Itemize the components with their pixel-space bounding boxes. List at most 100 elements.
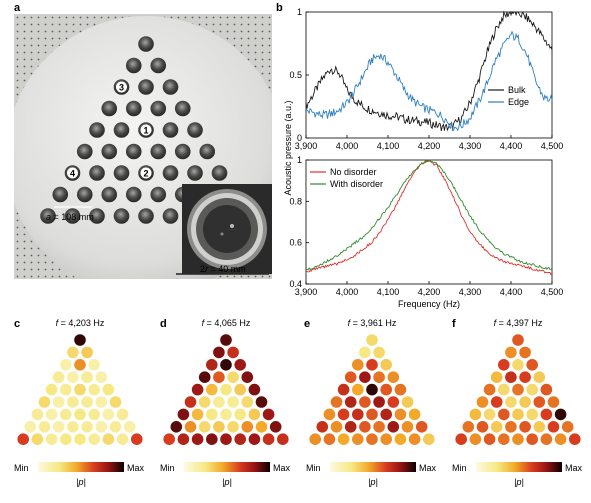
colorbar-label: |p| <box>368 477 378 487</box>
x-tick-label: 4,400 <box>500 141 523 151</box>
field-dot <box>408 408 421 421</box>
field-dot <box>95 421 108 433</box>
resonator-hole <box>162 165 179 181</box>
field-dot <box>227 421 239 433</box>
field-dot <box>241 396 254 408</box>
field-dot <box>206 383 218 396</box>
field-dot <box>220 433 232 445</box>
field-dot <box>533 371 546 383</box>
field-dot <box>380 408 392 421</box>
resonator-hole <box>40 208 56 224</box>
field-dot <box>227 371 239 383</box>
resonator-hole <box>150 143 167 160</box>
field-dot <box>81 346 93 359</box>
field-dot <box>512 359 524 371</box>
field-dot <box>323 408 336 421</box>
field-map-e-title: f = 3,961 Hz <box>347 318 397 328</box>
field-dot <box>52 421 65 433</box>
y-tick-label: 0.5 <box>289 70 302 80</box>
field-dot <box>323 433 336 445</box>
field-map-f-title: f = 4,397 Hz <box>493 318 543 328</box>
field-dot <box>359 371 371 383</box>
field-dot <box>74 433 86 445</box>
field-dot <box>220 383 232 396</box>
field-dot <box>490 421 503 433</box>
field-dot <box>88 433 100 445</box>
field-dot <box>24 421 37 433</box>
field-map-c-dots: Min Max |p| <box>14 334 145 487</box>
resonator-hole <box>125 143 142 160</box>
field-dot <box>309 433 321 445</box>
field-dot <box>469 408 482 421</box>
colorbar-min-label: Min <box>306 463 321 473</box>
resonator-hole <box>162 122 179 138</box>
field-dot <box>17 433 29 445</box>
resonator-hole <box>187 165 203 181</box>
field-dot <box>177 408 190 421</box>
field-dot <box>505 396 517 408</box>
field-dot <box>476 421 489 433</box>
field-dot <box>344 371 357 383</box>
field-dot <box>554 408 567 421</box>
resonator-hole <box>150 57 167 74</box>
colorbar-max-label: Max <box>565 463 583 473</box>
field-dot <box>533 396 546 408</box>
field-dot <box>45 408 58 421</box>
field-dot <box>519 421 531 433</box>
field-dot <box>483 383 496 396</box>
series-line-bulk <box>305 10 553 132</box>
y-tick-label: 0.6 <box>289 238 302 248</box>
field-dot <box>366 408 378 421</box>
field-dot <box>60 359 72 371</box>
field-dot <box>366 359 378 371</box>
field-dot <box>423 433 435 445</box>
field-dot <box>352 433 364 445</box>
panel-letter-a: a <box>14 2 21 14</box>
field-dot <box>366 383 378 396</box>
field-dot <box>198 421 211 433</box>
field-dot <box>74 383 86 396</box>
field-dot <box>344 421 357 433</box>
field-dot <box>198 371 211 383</box>
field-dot <box>60 433 72 445</box>
field-map-c-title: f = 4,203 Hz <box>55 318 105 328</box>
field-dot <box>67 396 79 408</box>
field-dot <box>74 408 86 421</box>
x-tick-label: 3,900 <box>295 141 318 151</box>
field-dot <box>526 383 538 396</box>
field-dot <box>490 371 503 383</box>
field-dot <box>469 433 482 445</box>
field-dot <box>512 383 524 396</box>
field-map-e: f = 3,961 Hz Min Max |p| <box>302 318 442 498</box>
field-dot <box>102 433 115 445</box>
field-dot <box>191 383 204 396</box>
field-dot <box>498 383 510 396</box>
field-dot <box>498 359 510 371</box>
field-dot <box>248 408 261 421</box>
colorbar-label: |p| <box>222 477 232 487</box>
colorbar-min-label: Min <box>14 463 29 473</box>
field-dot <box>505 421 517 433</box>
field-dot <box>540 408 553 421</box>
field-dot <box>547 421 560 433</box>
resonator-hole <box>113 122 130 138</box>
colorbar <box>330 462 416 472</box>
field-dot <box>38 396 51 408</box>
lattice-constant-label: a = 108 mm <box>46 212 94 222</box>
field-map-d-dots: Min Max |p| <box>160 334 291 487</box>
field-dot <box>512 433 524 445</box>
field-map-d: f = 4,065 Hz Min Max |p| <box>156 318 296 498</box>
y-tick-label: 0.8 <box>289 196 302 206</box>
field-dot <box>330 396 343 408</box>
site-marker <box>67 167 78 179</box>
field-dot <box>206 359 218 371</box>
field-dot <box>184 396 197 408</box>
field-dot <box>394 408 407 421</box>
y-tick-label: 0 <box>297 133 302 143</box>
resonator-hole <box>89 165 105 181</box>
field-dot <box>387 396 400 408</box>
field-dot <box>60 383 72 396</box>
resonator-hole <box>138 208 154 224</box>
field-dot <box>540 383 553 396</box>
field-dot <box>88 359 100 371</box>
